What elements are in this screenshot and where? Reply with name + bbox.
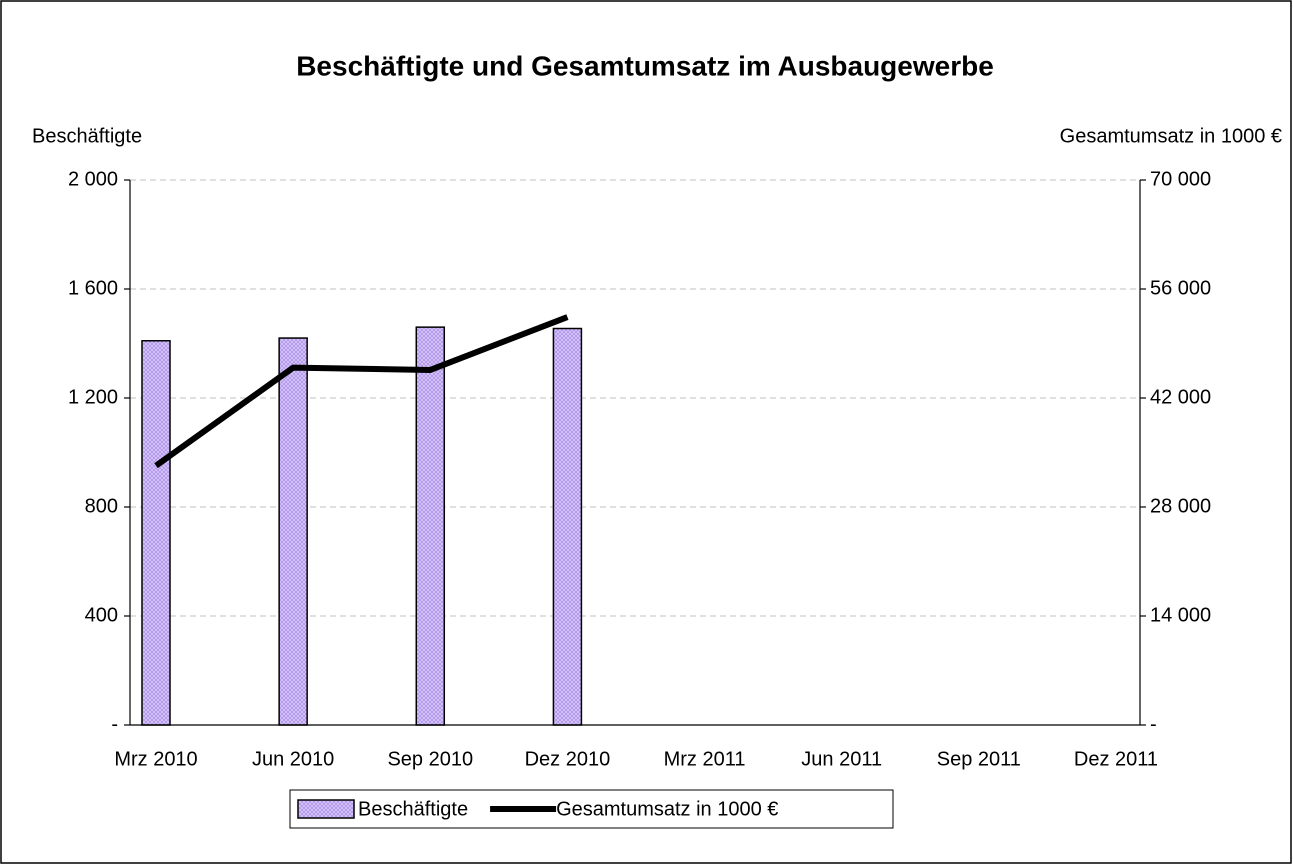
y-tick-label: 2 000 [68,168,118,190]
bar [278,337,308,726]
x-tick-label: Sep 2010 [387,748,473,770]
y2-axis-title: Gesamtumsatz in 1000 € [1060,125,1282,147]
legend-label: Beschäftigte [358,798,468,820]
y-axis-title: Beschäftigte [32,125,142,147]
x-tick-label: Mrz 2011 [664,748,746,770]
x-tick-label: Mrz 2010 [114,748,197,770]
y2-tick-label: - [1150,713,1157,735]
y-tick-label: 1 200 [68,386,118,408]
bar [415,326,446,726]
x-tick-label: Jun 2011 [801,748,882,770]
y2-tick-label: 42 000 [1150,386,1211,408]
y2-tick-label: 14 000 [1150,604,1211,626]
y-tick-label: - [111,713,118,735]
x-tick-label: Dez 2010 [525,748,611,770]
bar [141,340,171,726]
line [154,314,569,469]
bar [552,327,583,726]
y2-tick-label: 56 000 [1150,277,1211,299]
chart-title: Beschäftigte und Gesamtumsatz im Ausbaug… [296,50,994,81]
x-tick-label: Dez 2011 [1074,748,1158,770]
y-tick-label: 400 [85,604,118,626]
y-tick-label: 800 [85,495,118,517]
legend-label: Gesamtumsatz in 1000 € [556,798,778,820]
legend-swatch [297,799,355,819]
legend-box [289,789,894,829]
y2-tick-label: 28 000 [1150,495,1211,517]
x-tick-label: Jun 2010 [252,748,334,770]
y-tick-label: 1 600 [68,277,118,299]
y2-tick-label: 70 000 [1150,168,1211,190]
x-tick-label: Sep 2011 [937,748,1021,770]
